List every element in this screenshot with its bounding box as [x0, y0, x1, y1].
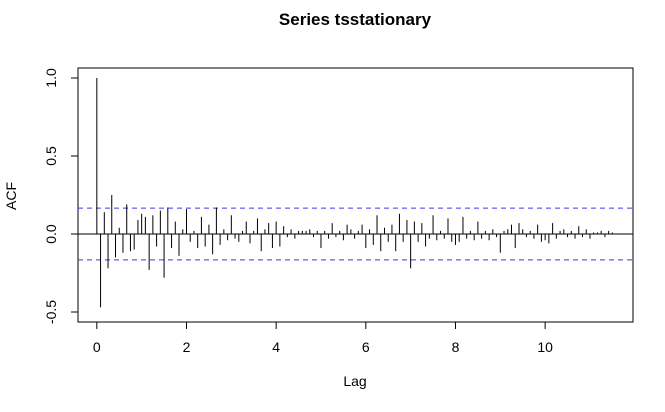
y-tick-label: 1.0	[43, 68, 59, 88]
y-tick-label: 0.0	[43, 224, 59, 244]
x-tick-label: 10	[537, 339, 553, 355]
y-tick-label: -0.5	[43, 300, 59, 324]
x-tick-label: 8	[452, 339, 460, 355]
x-tick-label: 0	[93, 339, 101, 355]
x-tick-label: 4	[272, 339, 280, 355]
chart-title: Series tsstationary	[279, 10, 432, 29]
y-tick-label: 0.5	[43, 146, 59, 166]
x-tick-label: 6	[362, 339, 370, 355]
x-tick-label: 2	[183, 339, 191, 355]
x-axis-label: Lag	[343, 373, 366, 389]
y-axis-label: ACF	[3, 182, 19, 210]
plot-frame	[77, 67, 634, 323]
